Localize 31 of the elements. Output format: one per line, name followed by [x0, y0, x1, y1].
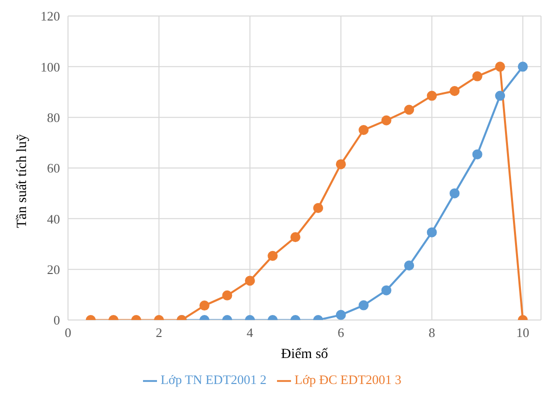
- point: [450, 86, 460, 96]
- x-tick-label: 0: [64, 325, 72, 340]
- legend-label: Lớp ĐC EDT2001 3: [294, 372, 402, 387]
- y-tick-label: 20: [47, 262, 60, 277]
- y-tick-label: 0: [54, 312, 60, 328]
- x-tick-label: 2: [156, 325, 162, 340]
- point: [426, 227, 437, 238]
- y-tick-label: 100: [40, 59, 60, 74]
- point: [450, 188, 460, 198]
- y-tick-label: 80: [47, 110, 60, 125]
- point: [336, 159, 346, 170]
- x-tick-label: 6: [338, 325, 345, 340]
- point: [472, 71, 482, 82]
- x-axis-title: Điểm số: [280, 346, 328, 362]
- point: [495, 62, 506, 72]
- y-axis-title: Tần suất tích luỹ: [14, 134, 30, 228]
- point: [472, 149, 482, 160]
- x-tick-label: 10: [516, 325, 530, 340]
- point: [313, 203, 324, 214]
- point: [426, 90, 437, 101]
- x-tick-label: 8: [428, 325, 436, 340]
- legend-label: Lớp TN EDT2001 2: [160, 372, 267, 387]
- y-tick-label: 120: [40, 8, 60, 24]
- point: [404, 104, 414, 115]
- y-tick-label: 40: [47, 211, 60, 226]
- y-tick-label: 60: [47, 160, 60, 176]
- point: [381, 115, 392, 126]
- point: [518, 62, 528, 72]
- point: [495, 90, 506, 101]
- point: [358, 124, 369, 135]
- x-tick-label: 4: [246, 325, 254, 340]
